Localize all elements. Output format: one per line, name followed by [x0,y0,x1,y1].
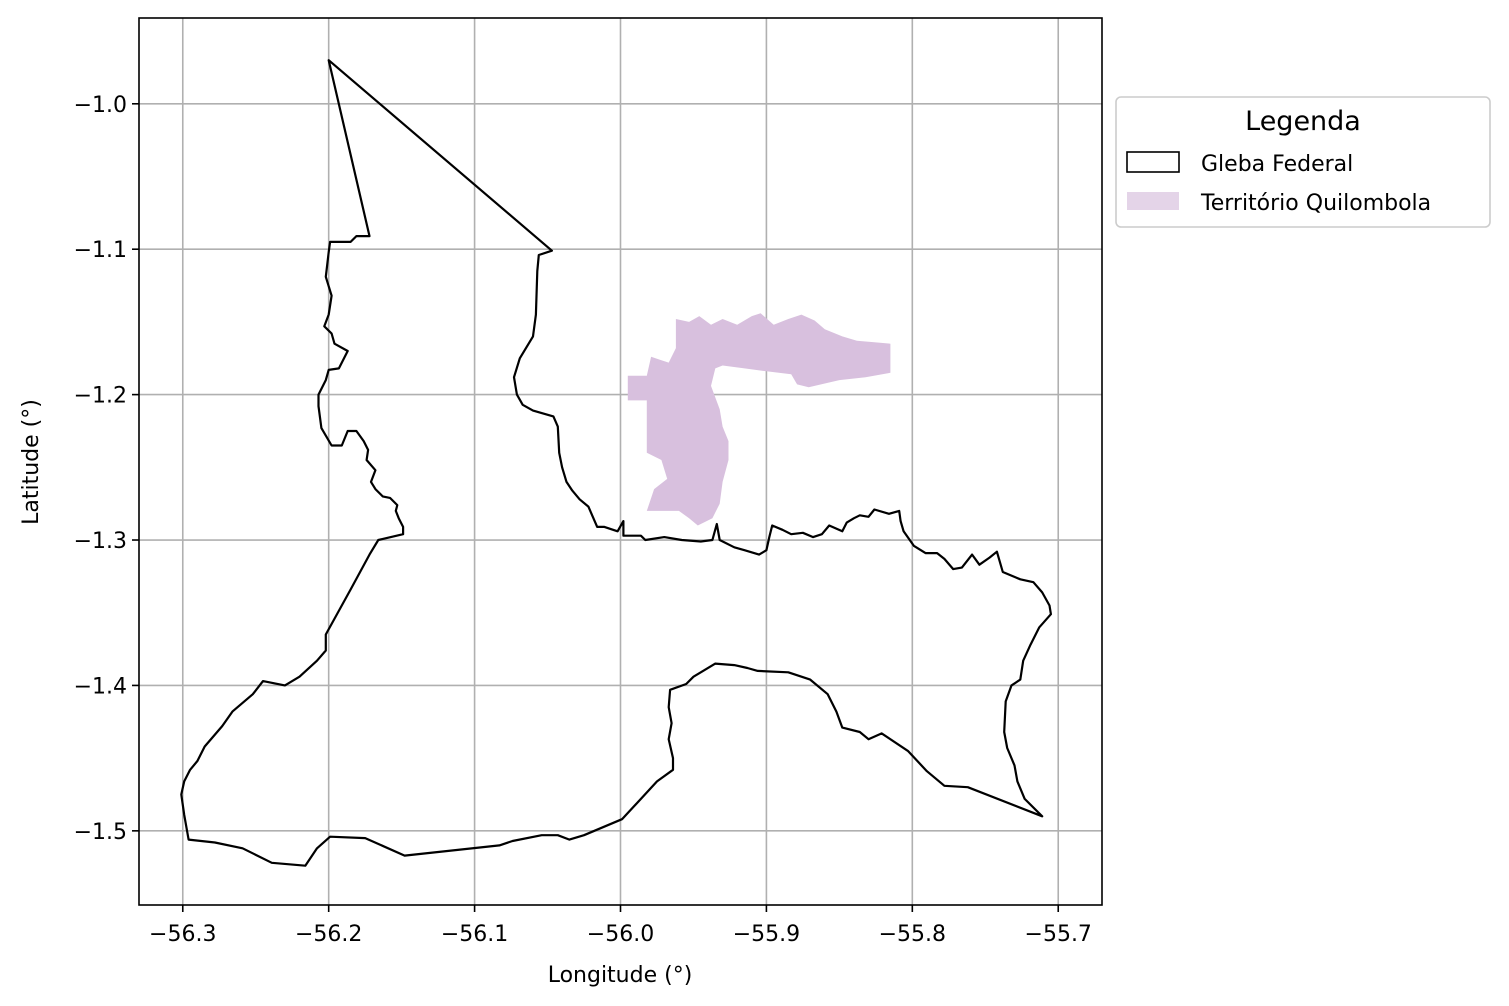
y-tick-label-1: −1.1 [74,238,127,263]
x-tick-label-5: −55.8 [879,922,946,947]
legend-frame [1115,96,1491,228]
x-axis-label: Longitude (°) [548,963,693,988]
legend-label-gleba-federal: Gleba Federal [1201,152,1353,177]
y-tick-label-3: −1.3 [74,529,127,554]
polygon-gleba-federal [180,59,1053,867]
legend: Legenda Gleba Federal Território Quilomb… [1115,96,1491,228]
y-tick-label-2: −1.2 [74,384,127,409]
y-tick-label-0: −1.0 [74,93,127,118]
x-tick-label-6: −55.7 [1025,922,1092,947]
y-axis-ticks: −1.0 −1.1 −1.2 −1.3 −1.4 −1.5 [74,93,139,845]
x-tick-label-3: −56.0 [587,922,654,947]
x-tick-label-0: −56.3 [149,922,216,947]
y-axis-label: Latitude (°) [19,399,44,525]
y-tick-label-5: −1.5 [74,820,127,845]
x-axis-ticks: −56.3 −56.2 −56.1 −56.0 −55.9 −55.8 −55.7 [149,905,1092,947]
legend-label-territorio-quilombola: Território Quilombola [1200,191,1431,216]
legend-title: Legenda [1245,106,1361,137]
legend-swatch-territorio-quilombola [1127,192,1179,210]
map-layers [180,59,1053,867]
x-tick-label-1: −56.2 [295,922,362,947]
y-tick-label-4: −1.4 [74,674,127,699]
grid-lines [139,18,1102,905]
x-tick-label-4: −55.9 [733,922,800,947]
polygon-territorio-quilombola [627,313,891,526]
legend-swatch-gleba-federal [1126,151,1180,173]
x-tick-label-2: −56.1 [441,922,508,947]
